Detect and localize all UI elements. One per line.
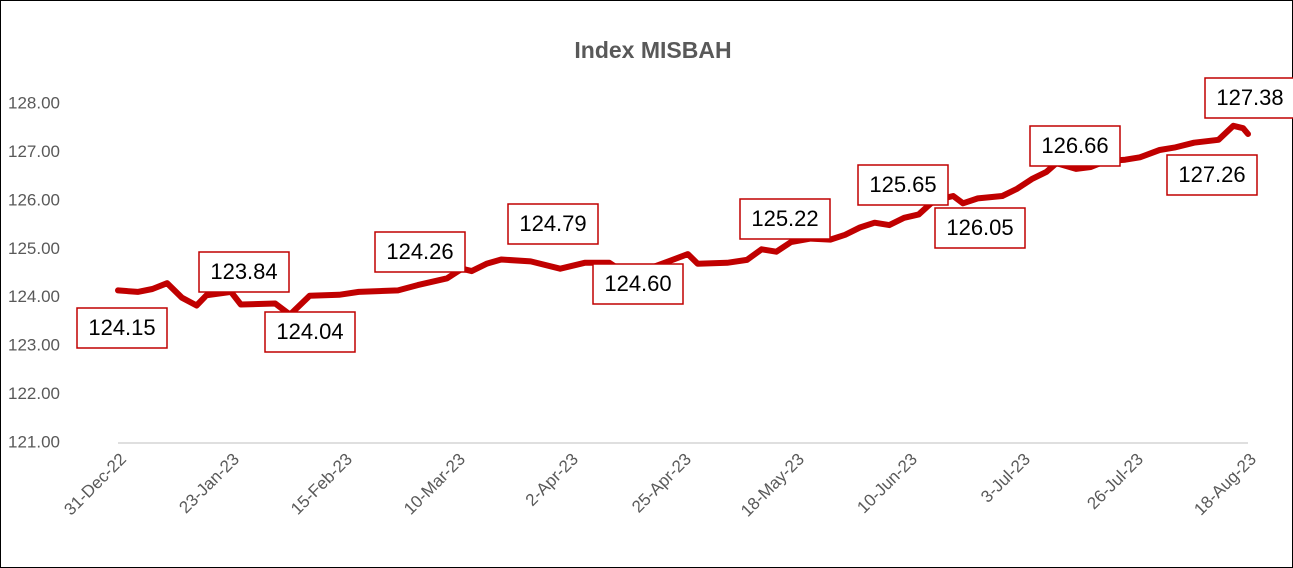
y-tick-label: 124.00 (8, 287, 60, 306)
data-label-box (76, 307, 168, 349)
line-series (115, 122, 1251, 318)
y-tick-label: 121.00 (8, 432, 60, 451)
data-label: 125.65 (869, 172, 936, 197)
data-label: 125.22 (751, 206, 818, 231)
data-label: 126.05 (946, 215, 1013, 240)
data-label-box (739, 198, 831, 240)
data-label-box (934, 207, 1026, 249)
y-tick-label: 122.00 (8, 384, 60, 403)
y-tick-label: 128.00 (8, 93, 60, 112)
data-label-box (198, 251, 290, 293)
data-label: 127.38 (1216, 85, 1283, 110)
data-label: 124.60 (604, 271, 671, 296)
data-label-box (1204, 77, 1293, 119)
data-label: 127.26 (1178, 162, 1245, 187)
data-label: 126.66 (1041, 133, 1108, 158)
chart-title: Index MISBAH (574, 37, 731, 63)
y-tick-label: 126.00 (8, 190, 60, 209)
data-label-box (264, 311, 356, 353)
data-label: 124.79 (519, 211, 586, 236)
data-label: 123.84 (210, 259, 277, 284)
data-label-box (857, 164, 949, 206)
data-label-box (1166, 154, 1258, 196)
data-label: 124.15 (88, 315, 155, 340)
data-label-box (592, 263, 684, 305)
y-tick-label: 127.00 (8, 142, 60, 161)
data-label: 124.26 (386, 239, 453, 264)
data-label: 124.04 (276, 319, 343, 344)
data-label-box (1029, 125, 1121, 167)
y-tick-label: 125.00 (8, 239, 60, 258)
data-label-box (507, 203, 599, 245)
data-label-box (374, 231, 466, 273)
y-tick-label: 123.00 (8, 336, 60, 355)
